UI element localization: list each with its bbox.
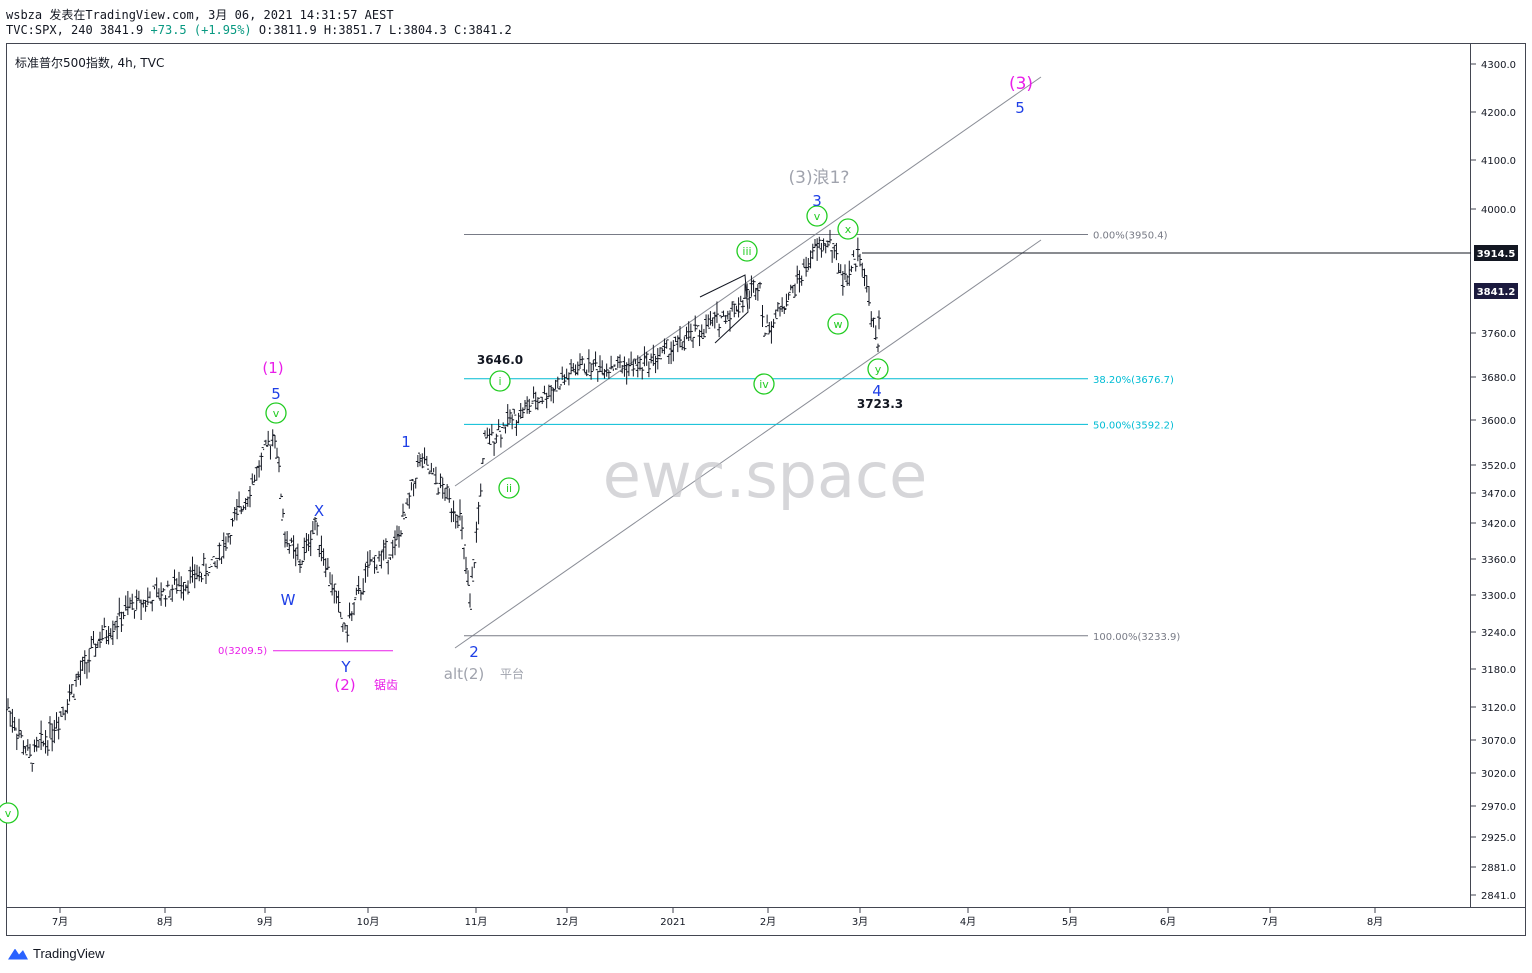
time-axis-label: 7月 <box>52 916 68 928</box>
symbol-legend[interactable]: 标准普尔500指数, 4h, TVC <box>15 56 165 70</box>
price-axis-label: 3360.0 <box>1481 555 1516 566</box>
price-axis-label: 4200.0 <box>1481 108 1516 119</box>
wave-circle <box>0 802 19 824</box>
time-axis-label: 5月 <box>1062 916 1078 928</box>
price-axis-label: 2970.0 <box>1481 802 1516 813</box>
time-axis-label: 6月 <box>1160 916 1176 928</box>
wave-label: v <box>273 407 280 420</box>
time-axis-label: 2021 <box>660 917 685 928</box>
wave-label: alt(2) <box>444 665 485 683</box>
time-axis-label: 8月 <box>157 916 173 928</box>
lower-channel-line <box>454 239 1042 649</box>
price-axis-label: 3680.0 <box>1481 373 1516 384</box>
fib-level-label: 38.20%(3676.7) <box>1093 375 1174 386</box>
fib-level-label: 50.00%(3592.2) <box>1093 420 1174 431</box>
ohlc-readout: TVC:SPX, 240 3841.9 +73.5 (+1.95%) O:381… <box>6 23 512 37</box>
price-axis[interactable] <box>1471 43 1526 908</box>
price-change: +73.5 (+1.95%) <box>150 23 252 37</box>
wave-circle <box>265 402 287 424</box>
tradingview-logo-icon <box>8 947 28 961</box>
price-axis-label: 4000.0 <box>1481 205 1516 216</box>
fib-level-label: 100.00%(3233.9) <box>1093 632 1180 643</box>
wave-label: 平台 <box>500 666 524 681</box>
time-axis[interactable] <box>6 908 1526 936</box>
wave-label: 5 <box>1015 99 1025 117</box>
price-axis-label: 3300.0 <box>1481 591 1516 602</box>
price-axis-label: 2881.0 <box>1481 863 1516 874</box>
price-axis-label: 3420.0 <box>1481 519 1516 530</box>
price-axis-label: 3520.0 <box>1481 461 1516 472</box>
wave-label: (1) <box>262 359 283 377</box>
level-label: 0(3209.5) <box>218 646 267 657</box>
wave-label: 4 <box>872 382 882 400</box>
publish-info: wsbza 发表在TradingView.com, 3月 06, 2021 14… <box>6 8 394 22</box>
tradingview-brand: TradingView <box>33 946 105 961</box>
wave-label: x <box>845 223 852 236</box>
price-annotation: 3723.3 <box>857 397 903 411</box>
time-axis-label: 12月 <box>556 916 579 928</box>
price-axis-label: 4300.0 <box>1481 60 1516 71</box>
wave-label: 1 <box>401 433 411 451</box>
wave-label: Y <box>340 658 351 676</box>
price-axis-label: 3240.0 <box>1481 628 1516 639</box>
price-axis-label: 3020.0 <box>1481 769 1516 780</box>
wave-circle <box>498 477 520 499</box>
price-axis-label: 4100.0 <box>1481 156 1516 167</box>
last-price-tag <box>1474 283 1518 299</box>
time-axis-label: 4月 <box>960 916 976 928</box>
wave-label: iii <box>742 245 751 258</box>
wave-label: 2 <box>469 643 479 661</box>
wave-label: 3 <box>812 192 822 210</box>
wave-label: w <box>834 318 843 331</box>
wave-label: W <box>281 591 296 609</box>
wave-label: 5 <box>271 385 281 403</box>
high-price-tag-text: 3914.5 <box>1477 249 1516 260</box>
price-axis-label: 3070.0 <box>1481 736 1516 747</box>
high-price-tag <box>1474 245 1518 261</box>
wave-circle <box>867 358 889 380</box>
wave-label: v <box>814 210 821 223</box>
triangle-pattern <box>699 274 749 344</box>
wave-circle <box>489 370 511 392</box>
wave-label: i <box>498 375 501 388</box>
time-axis-label: 7月 <box>1262 916 1278 928</box>
fib-level-label: 0.00%(3950.4) <box>1093 231 1168 242</box>
wave-circle <box>753 373 775 395</box>
price-annotation: 3646.0 <box>477 353 523 367</box>
wave-circle <box>736 240 758 262</box>
wave-circle <box>827 313 849 335</box>
wave-label: y <box>875 363 882 376</box>
wave-label: iv <box>759 378 769 391</box>
time-axis-label: 9月 <box>257 916 273 928</box>
price-axis-label: 3760.0 <box>1481 329 1516 340</box>
wave-label: (2) <box>334 676 355 694</box>
time-axis-label: 8月 <box>1367 916 1383 928</box>
price-axis-label: 3120.0 <box>1481 703 1516 714</box>
wave-circle <box>806 205 828 227</box>
wave-label: v <box>5 807 12 820</box>
time-axis-label: 11月 <box>465 916 488 928</box>
watermark: ewc.space <box>603 439 928 512</box>
ohlc-values: O:3811.9 H:3851.7 L:3804.3 C:3841.2 <box>258 23 512 37</box>
time-axis-label: 3月 <box>852 916 868 928</box>
last-price-tag-text: 3841.2 <box>1477 287 1516 298</box>
time-axis-label: 10月 <box>357 916 380 928</box>
wave-label: 锯齿 <box>374 677 398 692</box>
upper-channel-line <box>454 76 1042 487</box>
wave-circle <box>837 218 859 240</box>
wave-label: X <box>314 502 324 520</box>
price-axis-label: 2841.0 <box>1481 891 1516 902</box>
price-axis-label: 3470.0 <box>1481 489 1516 500</box>
chart-pane[interactable] <box>6 43 1471 908</box>
wave-label: (3) <box>1009 74 1033 94</box>
price-axis-label: 3600.0 <box>1481 416 1516 427</box>
tradingview-logo[interactable]: TradingView <box>8 946 105 961</box>
price-axis-label: 3180.0 <box>1481 665 1516 676</box>
wave-label: ii <box>506 482 512 495</box>
time-axis-label: 2月 <box>760 916 776 928</box>
wave-label: (3)浪1? <box>789 168 850 188</box>
price-axis-label: 2925.0 <box>1481 833 1516 844</box>
symbol-price: TVC:SPX, 240 3841.9 <box>6 23 144 37</box>
